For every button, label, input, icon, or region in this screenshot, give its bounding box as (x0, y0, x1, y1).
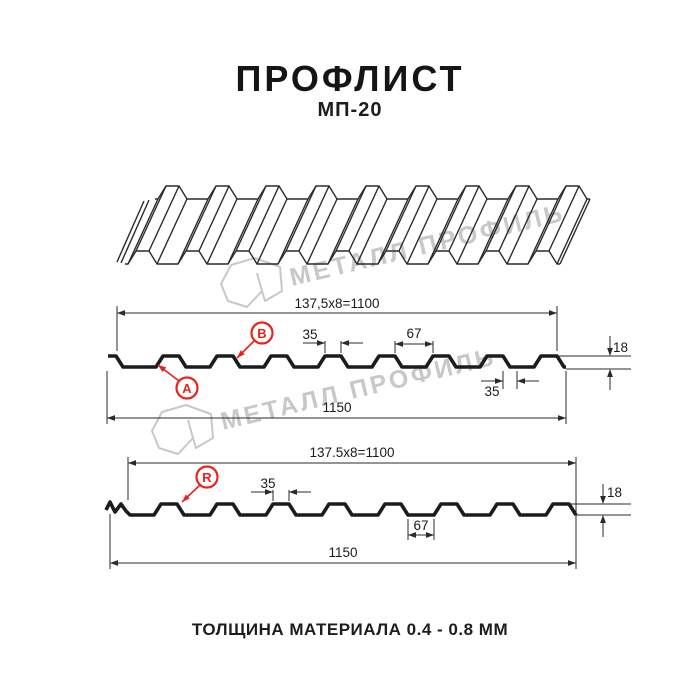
dim-working-width: 137,5x8=1100 (295, 296, 380, 311)
svg-text:R: R (202, 470, 212, 485)
profile-3d-view (116, 185, 591, 265)
watermark-text: МЕТАЛЛ ПРОФИЛЬ (287, 199, 568, 292)
dim-profile-height: 18 (613, 340, 628, 355)
dim-rib-top-width: 35 (302, 327, 317, 342)
dim-total-width: 1150 (328, 545, 357, 560)
dim-profile-height: 18 (607, 485, 622, 500)
profile-section-r: 137.5x8=1100 35 67 18 1150 R (104, 445, 631, 569)
section-r-dimension-lines (109, 457, 631, 569)
dim-total-width: 1150 (322, 400, 351, 415)
section-ab-dimension-lines (106, 306, 631, 424)
brand-logo-icon (151, 404, 214, 455)
dim-working-width: 137.5x8=1100 (310, 445, 395, 460)
section-ab-dimension-arrows (107, 310, 613, 421)
watermark-text: МЕТАЛЛ ПРОФИЛЬ (218, 343, 499, 436)
svg-text:A: A (182, 381, 192, 396)
section-r-dimension-arrows (110, 460, 606, 566)
watermark-brand-2: МЕТАЛЛ ПРОФИЛЬ (151, 343, 499, 455)
svg-text:B: B (257, 326, 266, 341)
label-side-a: A (157, 364, 199, 400)
dim-rib-bottom-width: 35 (484, 384, 499, 399)
label-side-r: R (181, 465, 219, 503)
3d-rib-edges (127, 185, 588, 265)
page-title: ПРОФЛИСТ (235, 58, 465, 99)
3d-left-cut-edge (116, 198, 591, 265)
dim-valley-bottom-width: 67 (413, 518, 428, 533)
profile-section-ab: 137,5x8=1100 35 67 35 18 1150 A B (106, 296, 631, 424)
dim-rib-spacing: 67 (406, 326, 421, 341)
3d-front-profile-edge (125, 250, 560, 265)
section-r-profile-line (104, 500, 578, 517)
brand-logo-icon (220, 257, 283, 308)
material-thickness-caption: ТОЛЩИНА МАТЕРИАЛА 0.4 - 0.8 ММ (191, 620, 509, 639)
page-subtitle: МП-20 (317, 99, 383, 121)
label-side-b: B (236, 321, 274, 359)
section-ab-profile-line (108, 354, 566, 369)
3d-back-profile-edge (155, 185, 590, 200)
dim-rib-top-width: 35 (260, 476, 275, 491)
